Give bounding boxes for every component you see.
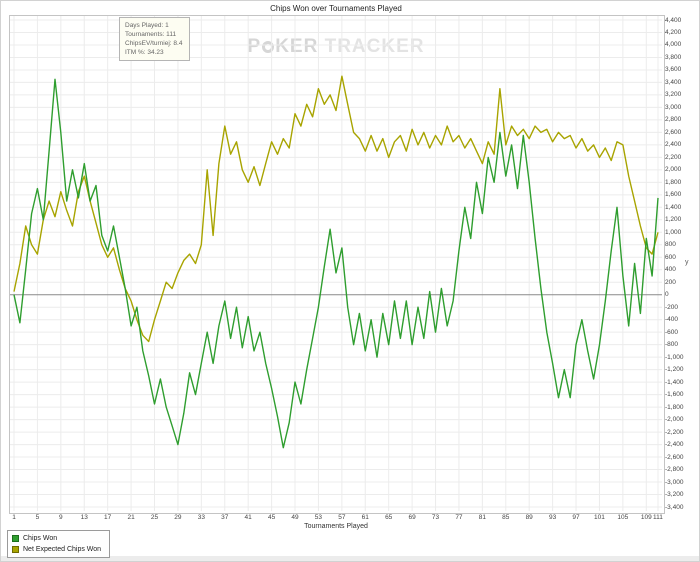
y-tick-label: 1,800 (665, 178, 682, 186)
y-tick-label: -800 (665, 341, 679, 349)
chart-canvas (10, 16, 662, 511)
y-axis: 4,400 4,200 4,000 3,800 3,600 3,400 3,200 3,000… (665, 16, 699, 511)
x-tick-label: 101 (594, 514, 605, 521)
y-tick-label: -1,800 (665, 403, 684, 411)
legend-item: Net Expected Chips Won (12, 544, 101, 555)
y-tick-label: -1,200 (665, 366, 684, 374)
x-tick-label: 93 (548, 514, 557, 521)
net-expected-chips-won-line (13, 75, 659, 343)
y-tick-label: -1,000 (665, 353, 684, 361)
x-tick-label: 97 (572, 514, 580, 521)
y-tick-label: 1,000 (665, 228, 682, 236)
y-tick-label: 3,200 (665, 91, 682, 99)
y-tick-label: -2,800 (665, 466, 684, 474)
x-tick-label: 13 (80, 514, 88, 521)
x-tick-label: 21 (127, 514, 135, 521)
y-tick-label: -2,000 (665, 416, 684, 424)
stats-line: ChipsEV/turniej: 8.4 (125, 40, 183, 47)
x-axis: 1 5 9 13 17 21 25 29 33 37 41 45 49 53 57 61 65 69 73 77 81 8… (10, 514, 664, 523)
watermark-poker-rest: KER (275, 36, 319, 57)
watermark-tracker: TRACKER (324, 36, 425, 57)
legend-label: Net Expected Chips Won (23, 546, 102, 553)
x-tick-label: 81 (478, 514, 486, 521)
x-tick-label: 73 (431, 514, 440, 521)
y-tick-label: -3,400 (665, 503, 684, 511)
y-tick-label: 3,800 (665, 53, 682, 61)
x-axis-title: Tournaments Played (304, 523, 368, 530)
y-axis-title: y (685, 259, 689, 266)
x-tick-label: 5 (35, 514, 40, 521)
y-tick-label: -1,400 (665, 378, 684, 386)
x-tick-label: 17 (104, 514, 112, 521)
y-tick-label: 1,600 (665, 191, 682, 199)
y-tick-label: 200 (665, 278, 676, 286)
y-tick-label: 400 (665, 266, 676, 274)
x-tick-label: 45 (267, 514, 276, 521)
watermark-ring-icon (262, 41, 275, 53)
x-tick-label: 41 (244, 514, 252, 521)
x-tick-label: 105 (617, 514, 629, 521)
stats-line: Days Played: 1 (125, 22, 169, 29)
pokertracker-watermark-logo: P KER TRACKER (10, 36, 662, 58)
y-tick-label: -3,200 (665, 491, 684, 498)
y-tick-label: -1,600 (665, 391, 684, 399)
x-tick-label: 109 (640, 514, 652, 521)
y-tick-label: 4,400 (665, 16, 682, 24)
x-tick-label: 61 (361, 514, 369, 521)
stats-line: Tournaments: 111 (125, 31, 177, 38)
legend-swatch-icon (12, 546, 19, 553)
y-tick-label: 3,600 (665, 66, 682, 74)
y-tick-label: 2,800 (665, 116, 682, 124)
stats-line: ITM %: 34.23 (125, 49, 164, 56)
x-tick-label: 49 (291, 514, 299, 521)
y-tick-label: 600 (665, 253, 676, 261)
x-tick-label: 85 (502, 514, 510, 521)
x-tick-label: 69 (408, 514, 416, 521)
x-tick-label: 111 (653, 514, 663, 521)
watermark-poker-p: P (247, 36, 262, 57)
x-tick-label: 29 (174, 514, 182, 521)
stats-info-box: Days Played: 1 Tournaments: 111 ChipsEV/tu… (119, 17, 191, 61)
y-tick-label: -2,400 (665, 441, 684, 449)
x-tick-label: 9 (59, 514, 63, 521)
x-tick-label: 33 (197, 514, 205, 521)
x-tick-label: 1 (12, 514, 16, 521)
x-tick-label: 37 (221, 514, 229, 521)
y-tick-label: 4,200 (665, 28, 682, 36)
y-tick-label: -400 (665, 316, 679, 324)
y-tick-label: -2,600 (665, 453, 684, 461)
y-tick-label: 2,000 (665, 166, 682, 174)
chips-won-line (13, 78, 659, 449)
y-tick-label: 3,400 (665, 78, 682, 86)
y-tick-label: 800 (665, 241, 676, 249)
x-tick-label: 57 (338, 514, 346, 521)
x-tick-label: 25 (150, 514, 159, 521)
y-tick-label: -600 (665, 328, 679, 336)
y-tick-label: -200 (665, 303, 679, 311)
y-tick-label: 1,200 (665, 216, 682, 224)
y-tick-label: 2,600 (665, 128, 682, 136)
window-bottom-strip (1, 556, 699, 561)
legend-item: Chips Won (12, 533, 101, 544)
y-tick-label: 0 (665, 291, 669, 299)
x-tick-label: 65 (385, 514, 393, 521)
y-tick-label: 4,000 (665, 41, 682, 49)
chart-title: Chips Won over Tournaments Played (270, 4, 402, 13)
y-tick-label: 3,000 (665, 103, 682, 111)
y-tick-label: -3,000 (665, 478, 684, 486)
x-tick-label: 53 (314, 514, 323, 521)
y-tick-label: -2,200 (665, 428, 684, 436)
y-tick-label: 2,200 (665, 153, 682, 161)
x-tick-label: 77 (455, 514, 463, 521)
y-tick-label: 1,400 (665, 203, 682, 211)
chart-plot-area: P KER TRACKER (9, 15, 665, 514)
legend-label: Chips Won (23, 535, 58, 542)
legend-swatch-icon (12, 535, 19, 542)
x-tick-label: 89 (525, 514, 533, 521)
legend: Chips Won Net Expected Chips Won (7, 530, 111, 558)
y-tick-label: 2,400 (665, 141, 682, 149)
